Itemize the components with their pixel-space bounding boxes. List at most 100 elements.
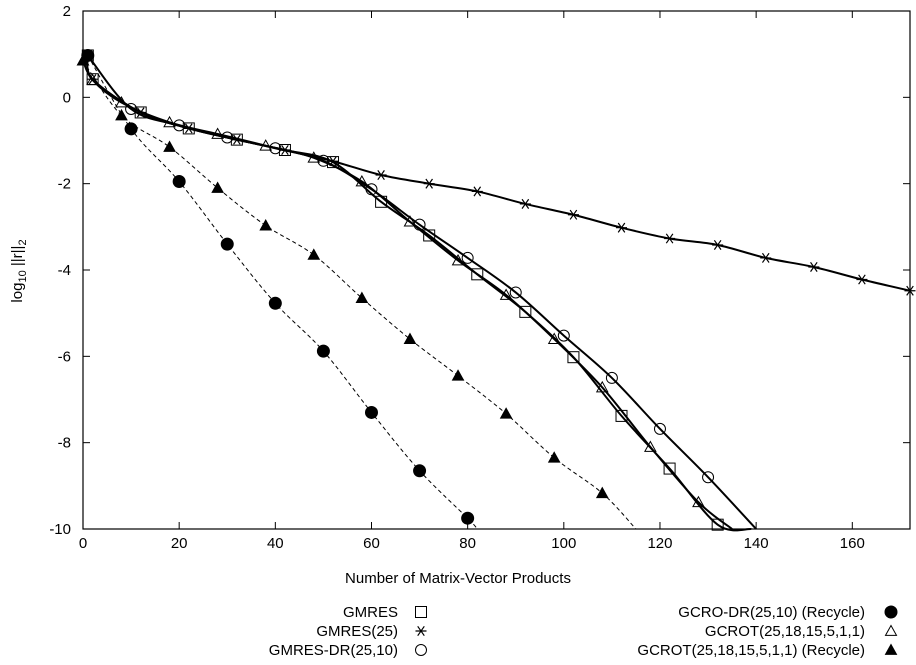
legend-label: GMRES(25): [316, 623, 398, 640]
data-point: [268, 296, 282, 310]
data-point: [211, 181, 224, 193]
x-tick-label: 80: [459, 535, 476, 552]
data-point: [664, 233, 676, 244]
data-point: [616, 222, 628, 233]
legend-label: GCRO-DR(25,10) (Recycle): [678, 604, 865, 621]
data-point: [663, 462, 676, 475]
x-tick-label: 0: [79, 535, 87, 552]
data-point: [653, 422, 666, 435]
data-point: [375, 170, 387, 181]
series-2: [81, 49, 757, 530]
data-point: [702, 471, 715, 484]
x-tick-label: 100: [551, 535, 576, 552]
data-point: [547, 451, 561, 463]
data-point: [115, 108, 128, 121]
data-point: [403, 332, 417, 344]
y-tick-label: -6: [58, 348, 71, 365]
data-point: [451, 253, 465, 266]
x-tick-label: 140: [744, 535, 769, 552]
legend-marker: [884, 624, 898, 636]
y-tick-label: -2: [58, 176, 71, 193]
y-axis-title-main: log: [9, 283, 26, 303]
data-point: [451, 369, 465, 381]
plot-frame: [82, 10, 911, 530]
series-line: [86, 55, 911, 292]
data-point: [115, 95, 128, 108]
data-point: [163, 140, 176, 152]
data-point: [471, 268, 484, 281]
data-point: [365, 183, 378, 196]
data-point: [644, 440, 657, 452]
y-axis: 2 0 -2 -4 -6 -8 -10: [49, 3, 910, 538]
series-layer: [76, 48, 916, 532]
data-point: [760, 252, 772, 263]
legend-marker: [415, 644, 427, 656]
data-point: [124, 122, 138, 136]
legend-marker: [415, 606, 427, 618]
legend: GMRES GMRES(25) GMRES-DR(25,10) GCRO-DR(25,…: [269, 604, 898, 659]
data-point: [605, 371, 618, 384]
series-0: [81, 49, 752, 532]
y-tick-label: -10: [49, 521, 71, 538]
data-point: [172, 175, 186, 189]
data-point: [355, 174, 369, 187]
series-5: [76, 54, 637, 530]
data-point: [317, 154, 330, 167]
x-axis: 0 20 40 60 80 100 120 140 160: [79, 11, 865, 552]
data-point: [595, 486, 609, 499]
data-point: [567, 351, 580, 364]
series-1: [82, 50, 916, 296]
x-tick-label: 20: [171, 535, 188, 552]
legend-marker: [415, 625, 427, 637]
data-point: [413, 464, 427, 478]
y-tick-label: 0: [63, 89, 71, 106]
data-point: [173, 119, 186, 132]
data-point: [567, 209, 579, 220]
data-point: [316, 344, 330, 358]
y-tick-label: -4: [58, 262, 71, 279]
data-point: [220, 237, 234, 251]
data-point: [471, 186, 483, 197]
legend-marker: [884, 643, 898, 655]
legend-marker: [884, 605, 898, 619]
series-line: [87, 55, 478, 530]
data-point: [808, 261, 820, 272]
data-point: [76, 54, 90, 66]
legend-label: GMRES-DR(25,10): [269, 642, 398, 659]
data-point: [163, 115, 176, 128]
y-axis-title: log10 ||r||2: [9, 239, 29, 302]
data-point: [499, 407, 513, 419]
data-point: [519, 305, 532, 318]
data-point: [211, 127, 224, 139]
legend-label: GCROT(25,18,15,5,1,1) (Recycle): [637, 642, 865, 659]
data-point: [692, 495, 705, 508]
data-point: [461, 511, 475, 525]
data-point: [519, 198, 531, 209]
data-point: [364, 405, 378, 419]
data-point: [509, 286, 522, 299]
x-tick-label: 160: [840, 535, 865, 552]
series-4: [76, 54, 733, 530]
data-point: [307, 151, 321, 163]
legend-label: GMRES: [343, 604, 398, 621]
data-point: [595, 380, 609, 393]
data-point: [557, 329, 570, 342]
plot-border: [82, 10, 911, 530]
series-line: [82, 60, 733, 530]
data-point: [259, 139, 273, 151]
data-point: [856, 274, 868, 285]
data-point: [499, 288, 513, 300]
data-point: [547, 332, 561, 344]
legend-label: GCROT(25,18,15,5,1,1): [705, 623, 865, 640]
data-point: [712, 239, 724, 250]
data-point: [904, 285, 916, 296]
y-axis-title-rest: ||r||: [9, 246, 26, 271]
y-axis-title-sub: 10: [17, 270, 29, 282]
data-point: [355, 291, 369, 303]
x-tick-label: 40: [267, 535, 284, 552]
series-3: [81, 48, 478, 530]
x-tick-label: 120: [647, 535, 672, 552]
y-tick-label: -8: [58, 435, 71, 452]
y-axis-title-sub2: 2: [17, 239, 29, 245]
